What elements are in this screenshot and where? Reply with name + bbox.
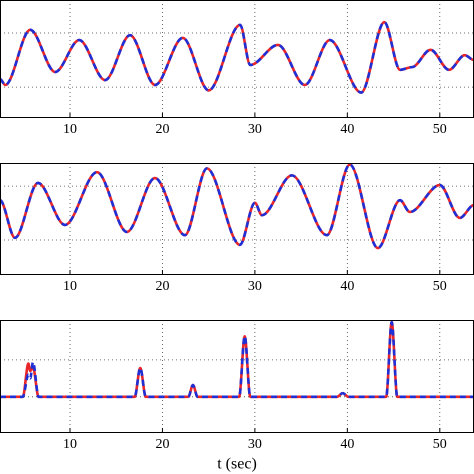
x-tick-label: 50 — [433, 279, 447, 294]
series-line — [0, 163, 474, 250]
x-tick-label: 50 — [433, 122, 447, 137]
series-line — [0, 20, 474, 94]
x-tick-label: 30 — [248, 122, 262, 137]
x-tick-label: 40 — [340, 279, 354, 294]
series-line — [0, 20, 474, 94]
x-tick-label: 30 — [248, 279, 262, 294]
x-tick-label: 20 — [155, 279, 169, 294]
series-line — [0, 320, 474, 399]
x-tick-label: 20 — [155, 122, 169, 137]
x-tick-label: 40 — [340, 122, 354, 137]
series-line — [0, 320, 474, 399]
x-tick-label: 10 — [63, 279, 77, 294]
series-line — [0, 163, 474, 250]
x-tick-label: 20 — [155, 437, 169, 452]
x-tick-label: 50 — [433, 437, 447, 452]
x-tick-label: 40 — [340, 437, 354, 452]
plot-frame — [0, 0, 474, 118]
x-axis-label: t (sec) — [217, 456, 257, 473]
x-tick-label: 10 — [63, 122, 77, 137]
plot-frame — [0, 320, 474, 433]
x-tick-label: 30 — [248, 437, 262, 452]
x-tick-label: 10 — [63, 437, 77, 452]
